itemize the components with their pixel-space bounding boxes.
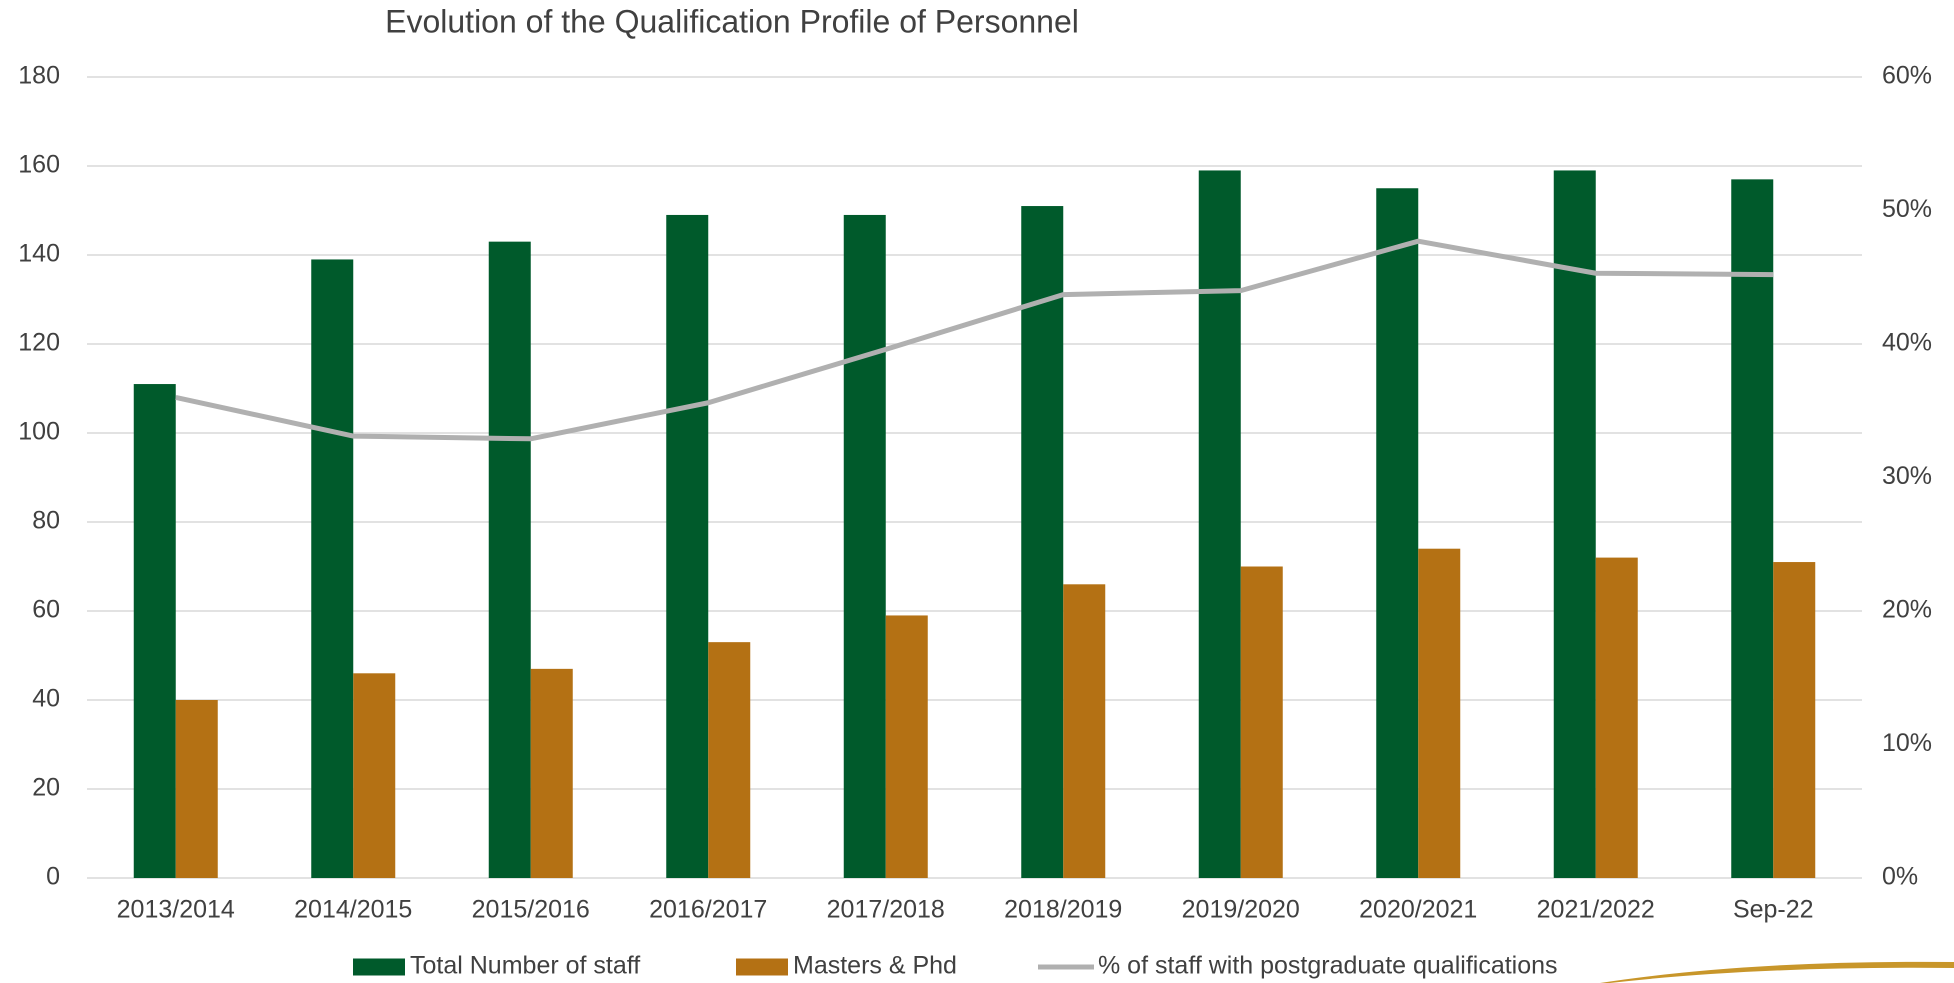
y2-tick-label: 10% (1882, 729, 1932, 757)
chart: Evolution of the Qualification Profile o… (0, 0, 1954, 983)
bar (353, 673, 395, 878)
bar (844, 215, 886, 878)
y2-tick-label: 30% (1882, 462, 1932, 490)
y-tick-label: 40 (32, 685, 60, 713)
legend-label: Total Number of staff (410, 952, 640, 980)
line (176, 241, 1774, 439)
y2-tick-label: 20% (1882, 596, 1932, 624)
bar (1731, 179, 1773, 878)
x-tick-label: 2013/2014 (117, 896, 235, 924)
x-tick-label: Sep-22 (1733, 896, 1814, 924)
y-tick-label: 60 (32, 596, 60, 624)
x-tick-label: 2021/2022 (1537, 896, 1655, 924)
bar (1376, 188, 1418, 878)
legend-swatch (353, 959, 405, 976)
decor-swoosh (1600, 962, 1954, 983)
y-tick-label: 120 (18, 329, 60, 357)
x-tick-label: 2020/2021 (1359, 896, 1477, 924)
y-tick-label: 80 (32, 507, 60, 535)
bar (1773, 562, 1815, 878)
legend-label: Masters & Phd (793, 952, 957, 980)
bar (708, 642, 750, 878)
x-tick-label: 2016/2017 (649, 896, 767, 924)
y2-tick-label: 40% (1882, 329, 1932, 357)
y-tick-label: 0 (46, 863, 60, 891)
bar (176, 700, 218, 878)
y-tick-label: 180 (18, 62, 60, 90)
x-tick-label: 2014/2015 (294, 896, 412, 924)
legend-swatch (736, 959, 788, 976)
y-tick-label: 100 (18, 418, 60, 446)
bar (311, 259, 353, 878)
x-tick-label: 2019/2020 (1182, 896, 1300, 924)
y2-tick-label: 50% (1882, 195, 1932, 223)
y-tick-label: 20 (32, 774, 60, 802)
bar (666, 215, 708, 878)
bar (531, 669, 573, 878)
y-tick-label: 160 (18, 151, 60, 179)
x-tick-label: 2018/2019 (1004, 896, 1122, 924)
bar (886, 615, 928, 878)
bar (1596, 558, 1638, 878)
x-tick-label: 2015/2016 (472, 896, 590, 924)
page: Evolution of the Qualification Profile o… (0, 0, 1954, 983)
bar (1063, 584, 1105, 878)
bar (134, 384, 176, 878)
bar (489, 242, 531, 878)
bar (1418, 549, 1460, 878)
bar (1241, 567, 1283, 879)
chart-title: Evolution of the Qualification Profile o… (385, 3, 1079, 39)
y2-tick-label: 0% (1882, 863, 1918, 891)
y2-tick-label: 60% (1882, 62, 1932, 90)
legend-label: % of staff with postgraduate qualificati… (1098, 952, 1558, 980)
x-tick-label: 2017/2018 (827, 896, 945, 924)
bar (1554, 170, 1596, 878)
bar (1199, 170, 1241, 878)
y-tick-label: 140 (18, 240, 60, 268)
